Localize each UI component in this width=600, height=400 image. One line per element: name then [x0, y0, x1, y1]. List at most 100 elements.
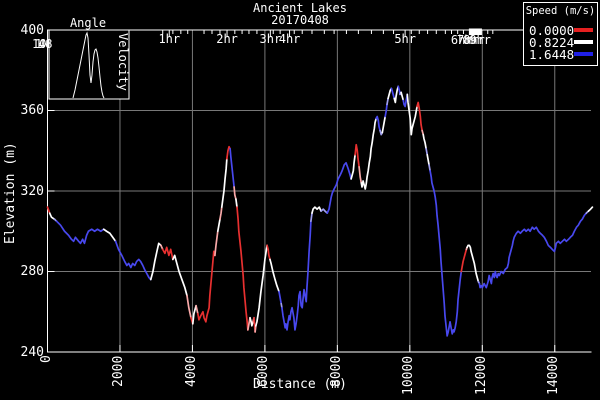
- elevation-trace-segment: [102, 228, 117, 243]
- legend-color-swatch: [574, 52, 593, 56]
- elevation-trace-segment: [425, 147, 429, 156]
- time-hour-label-overlapped: 7hr: [457, 33, 479, 47]
- elevation-trace-segment: [400, 91, 405, 102]
- garbled-label: 10: [32, 37, 47, 51]
- elevation-trace-segment: [269, 258, 280, 293]
- elevation-trace-segment: [460, 248, 468, 273]
- time-hour-label-overlapped: 6hr: [450, 33, 473, 47]
- elevation-trace-segment: [466, 244, 480, 283]
- elevation-trace-segment: [172, 254, 188, 297]
- legend-entry-value: 0.0000: [529, 22, 575, 38]
- time-hour-label-overlapped: 9hr: [469, 33, 491, 47]
- time-tick-cluster-block: [468, 28, 482, 35]
- elevation-trace-segment: [254, 324, 257, 333]
- elevation-trace-segment: [478, 212, 588, 289]
- elevation-trace-segment: [587, 206, 594, 212]
- legend-rows: 0.0000 0.8224 1.6448: [524, 22, 597, 62]
- elevation-trace-segment: [114, 240, 152, 281]
- elevation-trace-segment: [390, 87, 396, 100]
- elevation-trace-segment: [310, 212, 313, 223]
- y-tick-label: 280: [20, 264, 44, 279]
- elevation-trace-segment: [384, 103, 388, 118]
- time-hour-label: 2hr: [216, 32, 238, 46]
- x-tick-label: 14000: [546, 355, 562, 395]
- elevation-trace-segment: [406, 93, 418, 136]
- elevation-trace-segment: [416, 101, 424, 132]
- x-tick-label: 6000: [256, 355, 272, 387]
- elevation-trace-segment: [426, 153, 430, 166]
- inset-title: Angle: [69, 16, 107, 30]
- elevation-trace-segment: [266, 244, 271, 261]
- elevation-trace-segment: [191, 304, 197, 325]
- elevation-trace-segment: [320, 208, 329, 214]
- speed-legend: Speed (m/s) 0.0000 0.8224 1.6448: [523, 2, 598, 66]
- time-hour-label: 3hr: [259, 32, 282, 46]
- elevation-trace-segment: [428, 163, 431, 172]
- elevation-trace-segment: [197, 250, 216, 323]
- elevation-trace-segment: [360, 117, 377, 190]
- elevation-trace-segment: [381, 115, 387, 134]
- elevation-trace-segment: [195, 304, 199, 315]
- elevation-trace-segment: [397, 85, 401, 96]
- time-hour-label-overlapped: 8hr: [463, 33, 485, 47]
- x-tick-label: 4000: [183, 355, 199, 387]
- elevation-trace-segment: [387, 87, 393, 100]
- elevation-trace-segment: [422, 133, 427, 150]
- chart-subtitle: 20170408: [271, 13, 329, 27]
- elevation-trace-segment: [220, 157, 228, 208]
- legend-color-swatch: [574, 40, 593, 44]
- y-tick-label: 400: [20, 22, 44, 38]
- y-tick-label: 320: [20, 183, 44, 199]
- time-hour-label: 5hr: [394, 32, 416, 46]
- elevation-trace-segment: [402, 93, 409, 108]
- y-axis-label: Elevation (m): [3, 142, 18, 244]
- elevation-trace-segment: [254, 244, 268, 327]
- inset-histogram-curve: [72, 31, 105, 99]
- elevation-trace-segment: [216, 218, 221, 233]
- elevation-trace-segment: [326, 161, 352, 214]
- time-hour-label: 4hr: [278, 32, 301, 46]
- garbled-label: 48: [38, 37, 53, 51]
- legend-entry: 1.6448: [524, 46, 597, 62]
- x-axis-label: Distance (m): [253, 377, 347, 392]
- elevation-trace-segment: [233, 186, 237, 200]
- elevation-trace-segment: [149, 242, 162, 281]
- elevation-trace-segment: [350, 153, 356, 180]
- legend-color-swatch: [574, 28, 593, 32]
- elevation-trace-segment: [375, 115, 381, 132]
- elevation-trace-segment: [358, 166, 363, 184]
- elevation-trace-segment: [214, 230, 219, 257]
- elevation-trace-segment: [186, 294, 192, 319]
- legend-entry: 0.8224: [524, 35, 597, 50]
- x-tick-label: 12000: [473, 355, 489, 395]
- elevation-trace-segment: [236, 206, 249, 331]
- elevation-trace-segment: [235, 198, 238, 208]
- chart-title: Ancient Lakes: [253, 1, 347, 15]
- time-hour-label: 1hr: [158, 32, 181, 46]
- elevation-trace-segment: [219, 206, 223, 221]
- elevation-trace-segment: [386, 97, 389, 106]
- elevation-trace-segment: [429, 170, 463, 337]
- x-tick-label: 10000: [401, 355, 417, 395]
- elevation-trace-segment: [161, 246, 174, 261]
- elevation-trace-segment: [247, 316, 251, 331]
- elevation-trace-segment: [249, 316, 254, 327]
- x-tick-label: 0: [39, 355, 54, 363]
- elevation-trace-segment: [393, 85, 400, 104]
- elevation-trace-segment: [55, 220, 105, 245]
- inset-side-label: Velocity: [116, 33, 130, 91]
- y-tick-label: 240: [20, 344, 44, 360]
- elevation-trace-segment: [48, 212, 56, 221]
- elevation-trace-segment: [281, 220, 312, 331]
- x-tick-label: 2000: [111, 355, 127, 387]
- elevation-trace-segment: [229, 147, 235, 188]
- legend-entry-value: 1.6448: [529, 46, 575, 62]
- x-tick-label: 8000: [328, 355, 344, 387]
- garbled-label: 1M: [35, 37, 50, 51]
- legend-entry: 0.0000: [524, 22, 597, 38]
- legend-title: Speed (m/s): [525, 5, 596, 17]
- elevation-trace-segment: [311, 206, 322, 214]
- elevation-trace-segment: [46, 206, 51, 214]
